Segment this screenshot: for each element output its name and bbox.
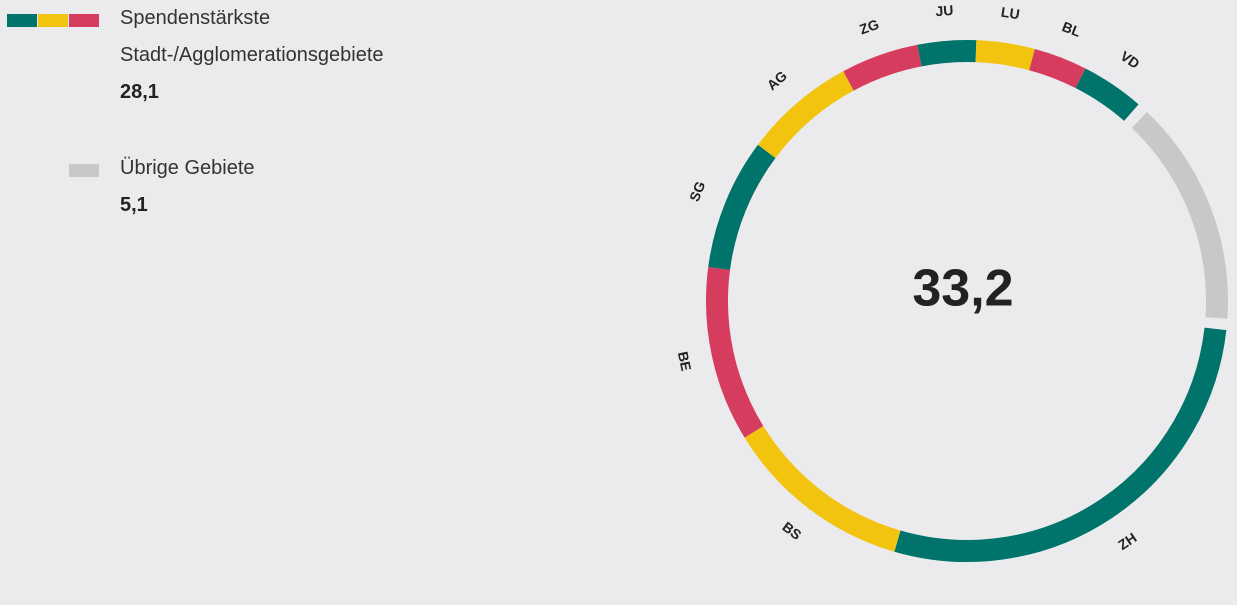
- total-label: 33,2: [912, 260, 1013, 318]
- segment-label: BL: [1060, 18, 1084, 40]
- donut-segment: [708, 144, 776, 271]
- segment-label: SG: [686, 179, 708, 204]
- donut-segment: [757, 71, 854, 159]
- legend-swatch: [7, 14, 100, 27]
- legend-swatch: [69, 164, 100, 177]
- segment-label: ZH: [1115, 529, 1139, 553]
- segment-label: VD: [1118, 48, 1143, 72]
- swatch: [69, 164, 99, 177]
- legend-value: 28,1: [120, 81, 159, 103]
- donut-segment: [706, 267, 764, 438]
- donut-segment: [975, 40, 1035, 71]
- segment-label: BS: [779, 518, 804, 543]
- legend-text: Spendenstärkste Stadt-/Agglomerationsgeb…: [120, 0, 480, 111]
- segment-label: BE: [675, 350, 695, 372]
- legend-name: Übrige Gebiete: [120, 157, 255, 179]
- segment-label: ZG: [857, 16, 881, 38]
- donut-segment: [894, 327, 1227, 562]
- donut-segment: [1131, 111, 1228, 319]
- donut-segment: [744, 425, 901, 552]
- segment-label: AG: [764, 67, 790, 93]
- donut-segment: [1075, 68, 1139, 122]
- swatch: [69, 14, 99, 27]
- legend-text: Übrige Gebiete 5,1: [120, 150, 480, 224]
- swatch: [7, 14, 37, 27]
- swatch: [38, 14, 68, 27]
- donut-segment: [917, 40, 977, 67]
- segment-label: LU: [1000, 4, 1021, 23]
- donut-segment: [1028, 48, 1086, 89]
- legend-name: Spendenstärkste Stadt-/Agglomerationsgeb…: [120, 7, 384, 66]
- segment-label: JU: [935, 2, 954, 19]
- donut-segment: [843, 44, 922, 91]
- legend-value: 5,1: [120, 194, 148, 216]
